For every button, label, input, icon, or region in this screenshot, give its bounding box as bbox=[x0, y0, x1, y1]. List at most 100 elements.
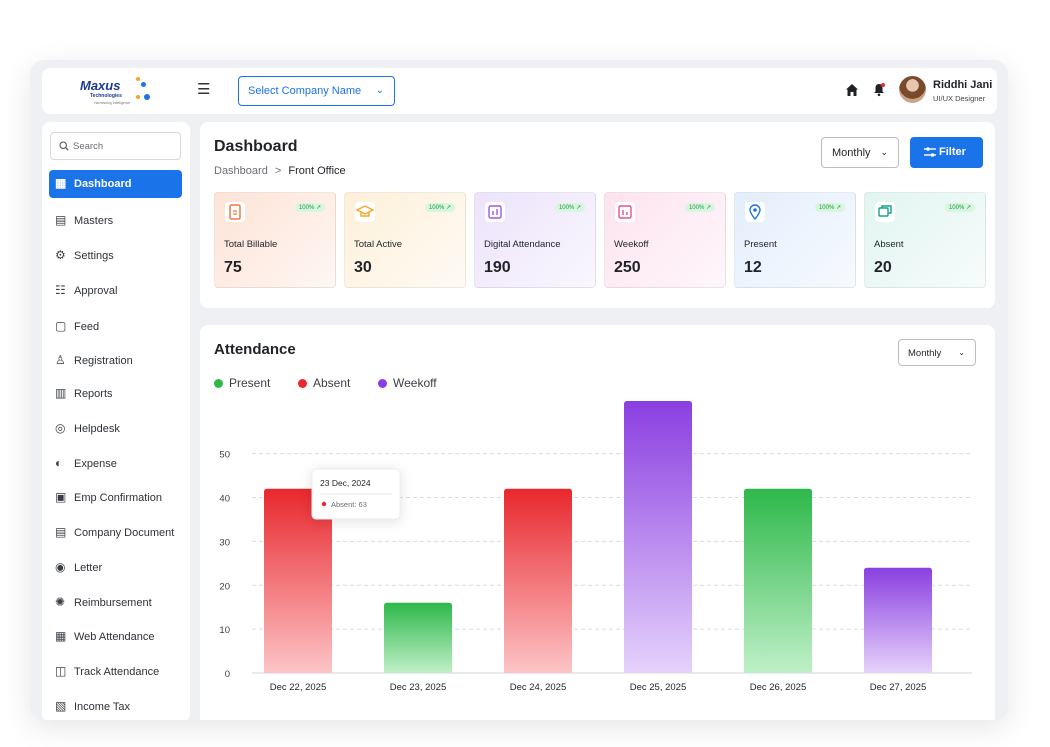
sidebar-item-expense[interactable]: ◐ Expense bbox=[49, 450, 182, 478]
legend-item-weekoff[interactable]: Weekoff bbox=[378, 376, 437, 390]
stat-trend-badge: 100% ↗ bbox=[944, 203, 975, 212]
legend-item-present[interactable]: Present bbox=[214, 376, 270, 390]
x-tick-label: Dec 26, 2025 bbox=[750, 682, 807, 693]
sidebar-item-income-tax[interactable]: ▧ Income Tax bbox=[49, 693, 182, 720]
stat-label: Total Active bbox=[354, 239, 403, 250]
stat-label: Absent bbox=[874, 239, 904, 250]
stat-card-digital-attendance[interactable]: 100% ↗ Digital Attendance 190 bbox=[474, 192, 596, 288]
y-tick-label: 10 bbox=[219, 625, 230, 636]
sidebar-item-reports[interactable]: ▥ Reports bbox=[49, 380, 182, 408]
breadcrumb: Dashboard > Front Office bbox=[214, 165, 346, 177]
period-select[interactable]: Monthly ⌄ bbox=[821, 137, 899, 168]
y-tick-label: 50 bbox=[219, 450, 230, 461]
sidebar-item-masters[interactable]: ▤ Masters bbox=[49, 207, 182, 235]
x-tick-label: Dec 25, 2025 bbox=[630, 682, 687, 693]
sidebar-item-label: Reports bbox=[74, 388, 113, 400]
stat-card-total-billable[interactable]: 100% ↗ Total Billable 75 bbox=[214, 192, 336, 288]
chevron-down-icon: ⌄ bbox=[880, 147, 888, 157]
legend-item-absent[interactable]: Absent bbox=[298, 376, 350, 390]
stat-value: 190 bbox=[484, 259, 511, 276]
stat-card-absent[interactable]: 100% ↗ Absent 20 bbox=[864, 192, 986, 288]
bar-dec-25-2025[interactable] bbox=[624, 401, 692, 673]
sidebar-item-approval[interactable]: ☷ Approval bbox=[49, 277, 182, 305]
tooltip-value: Absent: 63 bbox=[331, 500, 367, 509]
menu-toggle-icon[interactable]: ☰ bbox=[197, 81, 211, 98]
sidebar-item-track-attendance[interactable]: ◫ Track Attendance bbox=[49, 658, 182, 686]
stat-label: Weekoff bbox=[614, 239, 649, 250]
stat-value: 250 bbox=[614, 259, 641, 276]
sidebar-item-letter[interactable]: ◉ Letter bbox=[49, 554, 182, 582]
tooltip-date: 23 Dec, 2024 bbox=[320, 478, 371, 488]
breadcrumb-separator: > bbox=[274, 165, 282, 177]
sidebar-item-label: Registration bbox=[74, 355, 133, 367]
lifebuoy-icon: ◎ bbox=[55, 421, 66, 435]
stat-trend-badge: 100% ↗ bbox=[424, 203, 455, 212]
bar-dec-26-2025[interactable] bbox=[744, 488, 812, 673]
grid-icon: ▦ bbox=[55, 176, 67, 190]
sidebar-item-label: Track Attendance bbox=[74, 666, 160, 678]
feed-icon: ▢ bbox=[55, 319, 67, 333]
attendance-card: Attendance Monthly ⌄ Present Absent Weekof… bbox=[200, 325, 995, 720]
sidebar-item-dashboard[interactable]: ▦ Dashboard bbox=[49, 170, 182, 198]
tax-icon: ▧ bbox=[55, 699, 67, 713]
sidebar-item-company-document[interactable]: ▤ Company Document bbox=[49, 519, 182, 547]
graduation-cap-icon bbox=[355, 202, 375, 222]
bar-square-icon bbox=[615, 202, 635, 222]
breadcrumb-root[interactable]: Dashboard bbox=[214, 165, 268, 177]
page-title: Dashboard bbox=[214, 138, 298, 155]
track-icon: ◫ bbox=[55, 664, 67, 678]
checklist-icon: ☷ bbox=[55, 283, 66, 297]
sidebar-item-emp-confirmation[interactable]: ▣ Emp Confirmation bbox=[49, 484, 182, 512]
legend-label: Weekoff bbox=[393, 376, 437, 390]
filter-icon bbox=[924, 147, 936, 157]
sidebar-item-feed[interactable]: ▢ Feed bbox=[49, 313, 182, 341]
stat-label: Digital Attendance bbox=[484, 239, 561, 250]
sidebar-item-label: Helpdesk bbox=[74, 423, 120, 435]
bar-dec-23-2025[interactable] bbox=[384, 602, 452, 673]
stat-value: 12 bbox=[744, 259, 762, 276]
sidebar-item-label: Web Attendance bbox=[74, 631, 155, 643]
stat-card-weekoff[interactable]: 100% ↗ Weekoff 250 bbox=[604, 192, 726, 288]
letter-icon: ◉ bbox=[55, 560, 66, 574]
company-select[interactable]: Select Company Name ⌄ bbox=[238, 76, 395, 106]
y-tick-label: 20 bbox=[219, 581, 230, 592]
search-input[interactable]: Search bbox=[50, 132, 181, 160]
database-icon: ▤ bbox=[55, 213, 67, 227]
sidebar-item-label: Settings bbox=[74, 250, 114, 262]
sidebar-item-label: Masters bbox=[74, 215, 114, 227]
home-icon[interactable] bbox=[845, 83, 859, 97]
sidebar-item-reimbursement[interactable]: ✺ Reimbursement bbox=[49, 589, 182, 617]
chat-icon bbox=[875, 202, 895, 222]
sidebar-item-settings[interactable]: ⚙ Settings bbox=[49, 242, 182, 270]
stat-value: 20 bbox=[874, 259, 892, 276]
x-tick-label: Dec 23, 2025 bbox=[390, 682, 447, 693]
chart-tooltip: 23 Dec, 2024 Absent: 63 bbox=[311, 468, 401, 520]
stat-trend-badge: 100% ↗ bbox=[814, 203, 845, 212]
web-icon: ▦ bbox=[55, 629, 67, 643]
bar-dec-22-2025[interactable] bbox=[264, 488, 332, 673]
breadcrumb-current: Front Office bbox=[288, 165, 346, 177]
stat-trend-badge: 100% ↗ bbox=[554, 203, 585, 212]
sidebar-item-label: Letter bbox=[74, 562, 103, 574]
wallet-icon: ◐ bbox=[55, 456, 63, 470]
bar-dec-27-2025[interactable] bbox=[864, 567, 932, 673]
sidebar-item-registration[interactable]: ♙ Registration bbox=[49, 347, 182, 375]
attendance-period-select[interactable]: Monthly ⌄ bbox=[898, 339, 976, 366]
sidebar-item-helpdesk[interactable]: ◎ Helpdesk bbox=[49, 415, 182, 443]
filter-button[interactable]: Filter bbox=[910, 137, 983, 168]
avatar[interactable] bbox=[899, 76, 926, 103]
company-select-label: Select Company Name bbox=[248, 85, 362, 97]
sidebar-item-web-attendance[interactable]: ▦ Web Attendance bbox=[49, 623, 182, 651]
stat-card-present[interactable]: 100% ↗ Present 12 bbox=[734, 192, 856, 288]
user-name: Riddhi Jani bbox=[933, 79, 993, 91]
bell-icon[interactable] bbox=[872, 82, 886, 97]
sidebar-item-label: Reimbursement bbox=[74, 597, 152, 609]
attendance-bar-chart: 0 10 20 30 40 50 Dec 22, 2025 Dec 23, 2025 Dec 2… bbox=[219, 401, 972, 693]
chevron-down-icon: ⌄ bbox=[958, 348, 965, 357]
stat-label: Total Billable bbox=[224, 239, 278, 250]
chart-square-icon bbox=[485, 202, 505, 222]
company-logo[interactable]: Maxus Technologies Harnessing Intelligen… bbox=[72, 74, 162, 110]
bar-dec-24-2025[interactable] bbox=[504, 488, 572, 673]
stat-card-total-active[interactable]: 100% ↗ Total Active 30 bbox=[344, 192, 466, 288]
x-tick-label: Dec 27, 2025 bbox=[870, 682, 927, 693]
